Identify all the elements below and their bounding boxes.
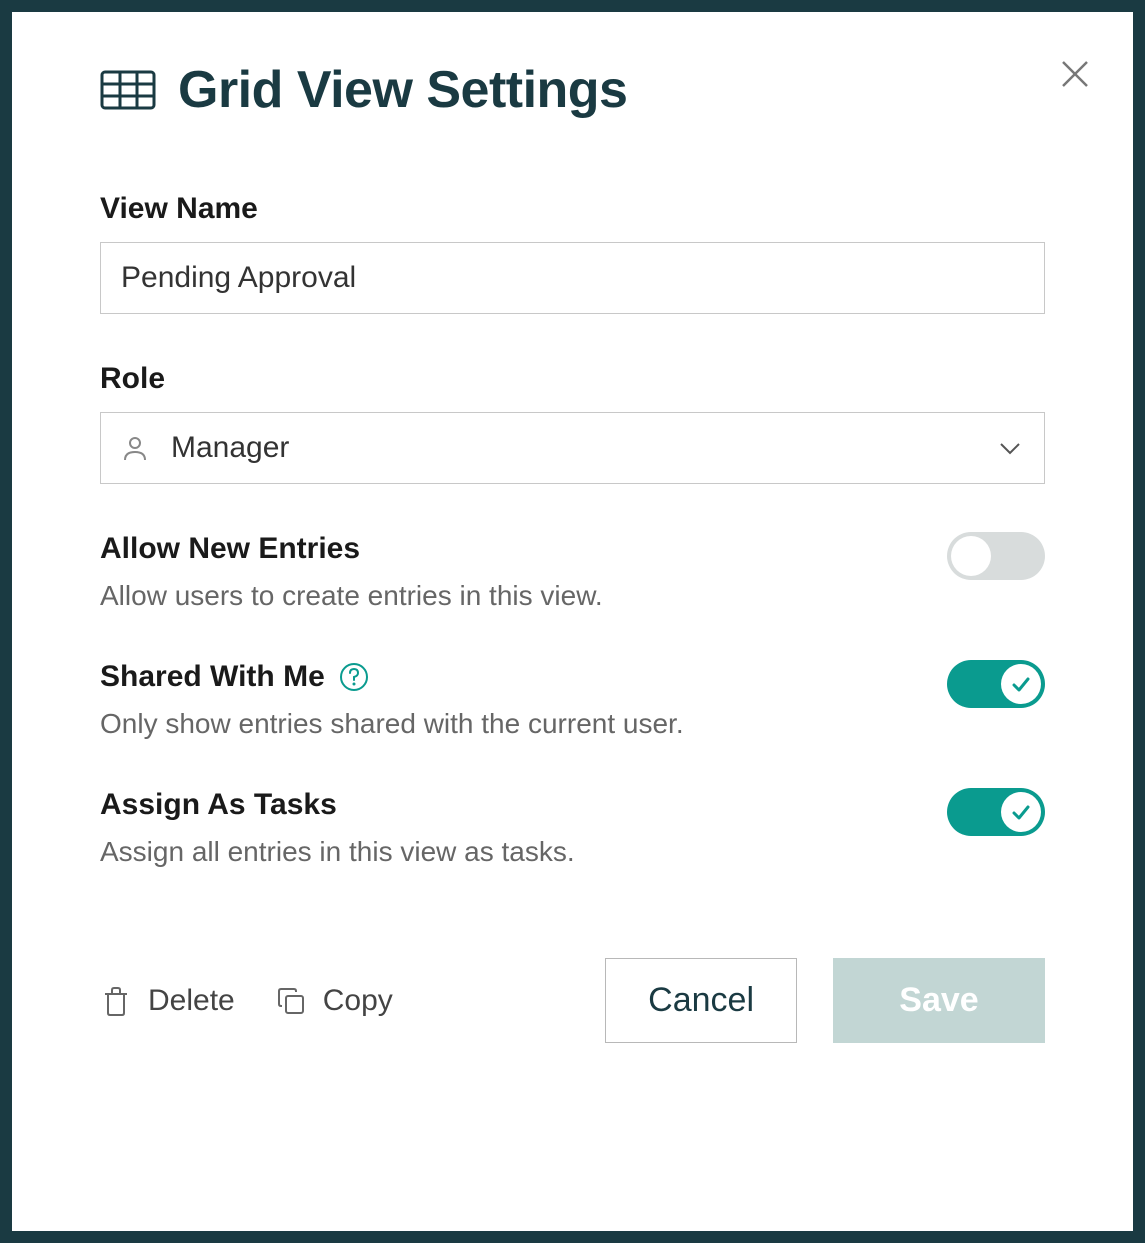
role-field-group: Role Manager xyxy=(100,362,1045,484)
save-button[interactable]: Save xyxy=(833,958,1045,1043)
close-button[interactable] xyxy=(1057,56,1093,92)
shared-with-me-text: Shared With Me Only show entries shared … xyxy=(100,660,947,740)
copy-label: Copy xyxy=(323,984,393,1018)
shared-with-me-label: Shared With Me xyxy=(100,660,325,694)
allow-new-entries-label: Allow New Entries xyxy=(100,532,360,566)
view-name-input[interactable] xyxy=(100,242,1045,314)
allow-new-entries-text: Allow New Entries Allow users to create … xyxy=(100,532,947,612)
assign-as-tasks-section: Assign As Tasks Assign all entries in th… xyxy=(100,788,1045,868)
role-select[interactable]: Manager xyxy=(100,412,1045,484)
assign-as-tasks-description: Assign all entries in this view as tasks… xyxy=(100,836,947,868)
copy-icon xyxy=(275,985,307,1017)
check-icon xyxy=(1010,673,1032,695)
delete-label: Delete xyxy=(148,984,235,1018)
grid-icon xyxy=(100,70,156,110)
view-name-label: View Name xyxy=(100,192,1045,226)
grid-view-settings-modal: Grid View Settings View Name Role Manage… xyxy=(12,12,1133,1231)
toggle-knob xyxy=(1001,664,1041,704)
copy-button[interactable]: Copy xyxy=(275,984,393,1018)
view-name-field-group: View Name xyxy=(100,192,1045,314)
footer-right-actions: Cancel Save xyxy=(605,958,1045,1043)
assign-as-tasks-text: Assign As Tasks Assign all entries in th… xyxy=(100,788,947,868)
modal-header: Grid View Settings xyxy=(100,60,1045,120)
help-icon[interactable] xyxy=(339,662,369,692)
cancel-button[interactable]: Cancel xyxy=(605,958,797,1043)
close-icon xyxy=(1059,58,1091,90)
shared-with-me-description: Only show entries shared with the curren… xyxy=(100,708,947,740)
assign-as-tasks-toggle[interactable] xyxy=(947,788,1045,836)
shared-with-me-section: Shared With Me Only show entries shared … xyxy=(100,660,1045,740)
assign-as-tasks-label: Assign As Tasks xyxy=(100,788,337,822)
delete-button[interactable]: Delete xyxy=(100,984,235,1018)
footer-left-actions: Delete Copy xyxy=(100,984,393,1018)
role-select-value: Manager xyxy=(171,431,996,465)
user-icon xyxy=(121,434,149,462)
toggle-knob xyxy=(951,536,991,576)
modal-title: Grid View Settings xyxy=(178,60,627,120)
toggle-knob xyxy=(1001,792,1041,832)
role-label: Role xyxy=(100,362,1045,396)
modal-footer: Delete Copy Cancel Save xyxy=(100,958,1045,1043)
allow-new-entries-section: Allow New Entries Allow users to create … xyxy=(100,532,1045,612)
trash-icon xyxy=(100,985,132,1017)
allow-new-entries-toggle[interactable] xyxy=(947,532,1045,580)
chevron-down-icon xyxy=(996,434,1024,462)
check-icon xyxy=(1010,801,1032,823)
allow-new-entries-description: Allow users to create entries in this vi… xyxy=(100,580,947,612)
shared-with-me-toggle[interactable] xyxy=(947,660,1045,708)
